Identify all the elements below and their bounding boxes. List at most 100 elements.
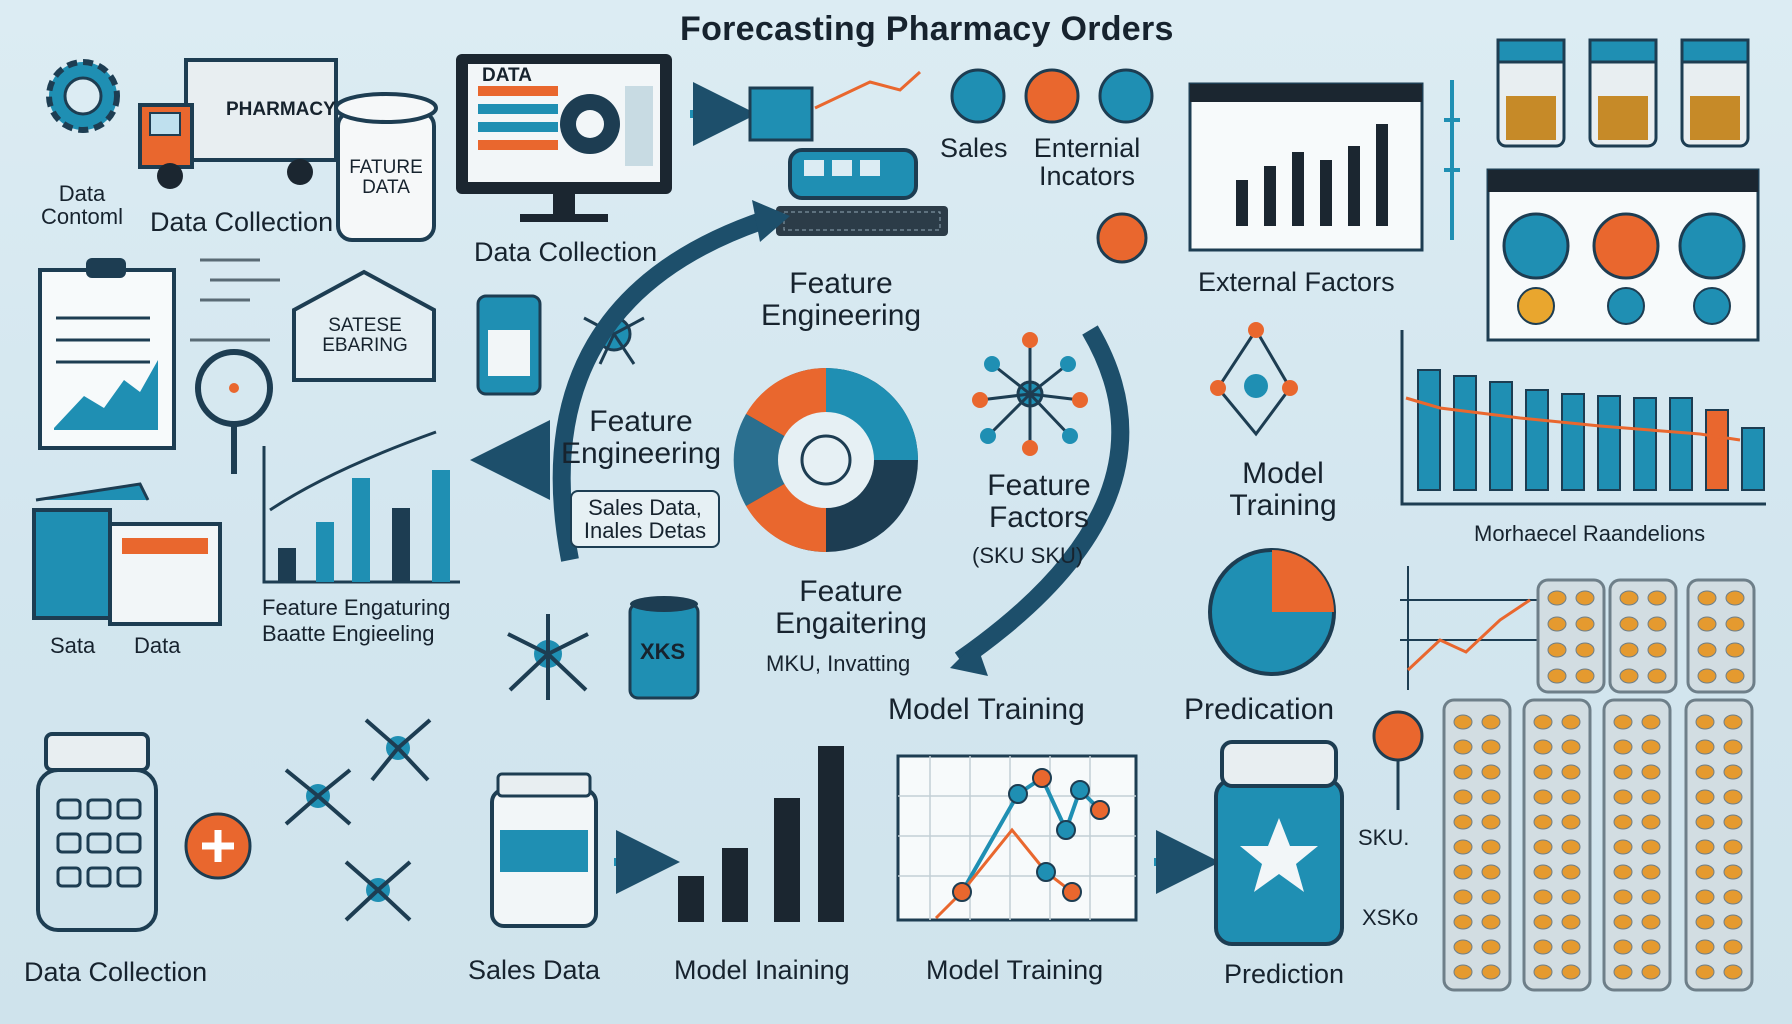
orange-badge-icon [1096,212,1148,264]
model-inaining-label: Model Inaining [674,955,850,985]
pill-dot [1453,839,1473,855]
model-training-right-label: Model Training [1229,457,1337,522]
pill-dot [1453,739,1473,755]
monitor-label: DATA [482,65,532,86]
pill-dot [1561,714,1581,730]
blister-packs-icon [1442,578,1756,992]
house-label: SATESE EBARING [322,315,408,356]
pill-dot [1481,914,1501,930]
model-training-chart [896,754,1138,922]
pill-dot [1695,814,1715,830]
pill-dot [1695,889,1715,905]
truck-sign-label: PHARMACY [226,99,336,120]
pill-dot [1547,642,1567,658]
pill-dot [1641,739,1661,755]
pill-dot [1723,939,1743,955]
mku-invatting-label: MKU, Invatting [766,651,911,676]
pill-dot [1695,864,1715,880]
pill-dot [1613,814,1633,830]
pill-dot [1619,590,1639,606]
pill-dot [1575,668,1595,684]
pill-dot [1613,939,1633,955]
model-training-bottom-label: Model Training [926,955,1104,985]
sales-jar-icon [490,772,598,928]
pill-dot [1641,939,1661,955]
enternial-incators-label: Enternial Incators [1033,133,1141,192]
sales-badge-icons [950,68,1154,124]
pill-dot [1647,616,1667,632]
pill-dot [1453,714,1473,730]
pill-dot [1533,814,1553,830]
pill-dot [1533,789,1553,805]
feature-factors-label: Feature Factors [987,469,1091,534]
pill-dot [1453,939,1473,955]
molecule-network-bottom [284,614,589,922]
pill-dot [1725,616,1745,632]
pill-dot [1575,616,1595,632]
pill-dot [1613,714,1633,730]
pill-dot [1723,789,1743,805]
pill-dot [1613,764,1633,780]
large-jar-icon [36,732,158,932]
pill-dot [1641,764,1661,780]
pill-dot [1481,789,1501,805]
pill-dot [1725,668,1745,684]
pill-dot [1453,914,1473,930]
prediction-bottom-label: Prediction [1224,959,1345,989]
pie-charts-window [1486,168,1760,342]
sales-data-bottom-label: Sales Data [468,955,601,985]
pill-dot [1533,839,1553,855]
pill-dot [1723,864,1743,880]
pill-dot [1695,964,1715,980]
truck-icon [138,58,338,189]
pill-dot [1481,714,1501,730]
pill-dot [1723,714,1743,730]
pill-dot [1619,668,1639,684]
pill-dot [1547,668,1567,684]
pill-dot [1695,714,1715,730]
pill-dot [1697,642,1717,658]
network-icon-center [972,332,1088,456]
pill-dot [1561,739,1581,755]
pill-dot [1641,789,1661,805]
first-aid-icon [184,812,252,880]
pill-dot [1453,889,1473,905]
pill-dot [1533,889,1553,905]
pill-dot [1695,939,1715,955]
pill-dot [1723,764,1743,780]
pill-dot [1561,839,1581,855]
data-collection-bottom-label: Data Collection [24,957,208,987]
pill-dot [1697,668,1717,684]
pill-dot [1641,714,1661,730]
pill-dot [1453,964,1473,980]
pill-dot [1453,789,1473,805]
prediction-bottle-icon [1214,740,1344,946]
pill-dot [1613,839,1633,855]
pill-dot [1533,964,1553,980]
pill-dot [1561,789,1581,805]
pill-dot [1695,914,1715,930]
pill-dot [1641,964,1661,980]
model-training-center-label: Model Training [888,693,1085,726]
pill-dot [1613,789,1633,805]
jar-data-label: FATURE DATA [349,157,423,198]
pill-dot [1533,939,1553,955]
pill-dot [1481,889,1501,905]
sku-right-label: SKU. [1358,825,1410,850]
pill-dot [1697,616,1717,632]
pill-dot [1561,964,1581,980]
pill-dot [1641,914,1661,930]
pill-dot [1641,864,1661,880]
pill-dot [1533,864,1553,880]
jar-small-icon [476,294,542,396]
pill-dot [1641,814,1661,830]
external-factors-label: External Factors [1198,267,1395,297]
pill-dot [1723,814,1743,830]
pill-dot [1547,590,1567,606]
pill-dot [1613,889,1633,905]
pill-dot [1695,839,1715,855]
pill-dot [1723,839,1743,855]
predication-label: Predication [1184,693,1335,726]
data-collection-label-2: Data Collection [474,237,658,267]
pill-dot [1647,668,1667,684]
